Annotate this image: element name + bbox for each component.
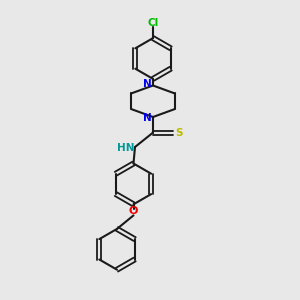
Text: N: N <box>143 112 152 123</box>
Text: HN: HN <box>117 142 134 153</box>
Text: Cl: Cl <box>147 18 159 28</box>
Text: S: S <box>175 128 183 138</box>
Text: N: N <box>143 79 152 89</box>
Text: O: O <box>129 206 138 216</box>
